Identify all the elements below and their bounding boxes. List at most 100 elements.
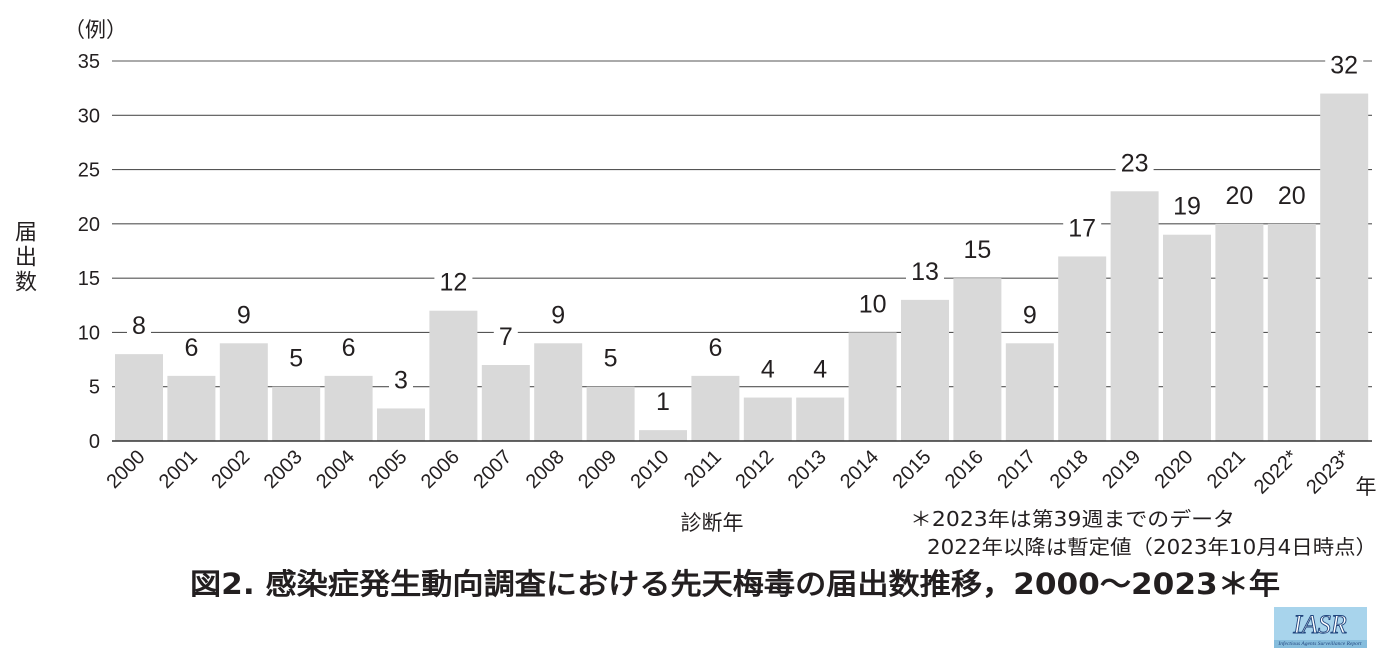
bar-2018 bbox=[1058, 256, 1107, 441]
x-tick-label-2019: 2019 bbox=[1098, 446, 1145, 493]
value-label-background-2013 bbox=[808, 355, 833, 384]
y-tick-label-5: 5 bbox=[89, 377, 100, 399]
value-label-2019: 23 bbox=[1121, 149, 1149, 177]
bar-2017 bbox=[1005, 343, 1054, 441]
x-tick-label-2015: 2015 bbox=[889, 446, 936, 493]
value-label-2012: 4 bbox=[761, 356, 775, 384]
bar-2004 bbox=[324, 375, 373, 441]
value-label-background-2000 bbox=[127, 312, 151, 341]
x-tick-label-2014: 2014 bbox=[836, 446, 883, 493]
value-label-background-2003 bbox=[284, 344, 309, 373]
value-label-2000: 8 bbox=[132, 312, 146, 340]
bar-2013 bbox=[796, 397, 845, 441]
bar-2006 bbox=[429, 310, 478, 441]
x-tick-label-2017: 2017 bbox=[993, 446, 1040, 493]
value-label-2001: 6 bbox=[184, 334, 198, 362]
y-unit-label: （例） bbox=[64, 18, 127, 42]
value-label-2021: 20 bbox=[1225, 182, 1253, 210]
x-tick-label-2020: 2020 bbox=[1151, 446, 1198, 493]
y-tick-label-30: 30 bbox=[78, 105, 100, 127]
bar-2021 bbox=[1215, 223, 1264, 441]
x-tick-label-2009: 2009 bbox=[574, 446, 621, 493]
value-label-background-2005 bbox=[389, 366, 413, 395]
y-tick-label-10: 10 bbox=[78, 322, 100, 344]
note-line-2: 2022年以降は暫定値（2023年10月4日時点） bbox=[927, 535, 1377, 559]
value-label-2011: 6 bbox=[708, 334, 722, 362]
value-label-background-2001 bbox=[179, 333, 204, 362]
value-label-background-2014 bbox=[853, 290, 892, 319]
bar-2010 bbox=[639, 430, 687, 441]
bar-2008 bbox=[534, 343, 583, 441]
logo-text: IASR bbox=[1292, 610, 1347, 639]
value-label-background-2015 bbox=[906, 257, 944, 286]
bar-2003 bbox=[272, 386, 321, 441]
value-label-background-2012 bbox=[755, 355, 780, 384]
x-tick-label-2007: 2007 bbox=[469, 446, 516, 493]
bar-2005 bbox=[377, 408, 425, 441]
value-label-2005: 3 bbox=[394, 366, 408, 394]
value-label-background-2009 bbox=[598, 344, 623, 373]
bar-2009 bbox=[586, 386, 635, 441]
gridline-layer bbox=[112, 60, 1372, 388]
bar-2019 bbox=[1110, 191, 1159, 441]
value-label-2023: 32 bbox=[1330, 52, 1358, 80]
value-label-2015: 13 bbox=[911, 258, 939, 286]
bar-2001 bbox=[167, 375, 216, 441]
value-label-background-2023 bbox=[1325, 51, 1364, 80]
logo-stripe bbox=[1274, 640, 1367, 648]
value-label-background-2010 bbox=[651, 388, 675, 417]
value-label-2014: 10 bbox=[859, 290, 887, 318]
x-tick-label-2008: 2008 bbox=[522, 446, 569, 493]
y-tick-label-25: 25 bbox=[78, 160, 100, 182]
y-tick-label-15: 15 bbox=[78, 268, 100, 290]
x-tick-label-2000: 2000 bbox=[103, 446, 150, 493]
value-label-2018: 17 bbox=[1068, 214, 1096, 242]
x-tick-label-2013: 2013 bbox=[784, 446, 831, 493]
y-axis-title: 届出数 bbox=[11, 220, 36, 295]
bar-2020 bbox=[1163, 234, 1211, 441]
x-tick-label-2001: 2001 bbox=[155, 446, 202, 493]
logo-subtitle: Infectious Agents Surveillance Report bbox=[1277, 640, 1362, 647]
x-tick-label-2023: 2023* bbox=[1302, 446, 1355, 499]
value-label-2009: 5 bbox=[604, 345, 618, 373]
iasr-logo: IASR Infectious Agents Surveillance Repo… bbox=[1274, 607, 1367, 648]
x-tick-label-2022: 2022* bbox=[1250, 446, 1303, 499]
x-tick-label-2011: 2011 bbox=[680, 446, 726, 492]
value-label-background-2017 bbox=[1017, 301, 1042, 330]
x-tick-label-2021: 2021 bbox=[1203, 446, 1250, 493]
x-tick-label-2002: 2002 bbox=[207, 446, 254, 493]
value-label-2016: 15 bbox=[963, 236, 991, 264]
x-tick-label-2004: 2004 bbox=[312, 446, 359, 493]
value-label-2013: 4 bbox=[813, 356, 827, 384]
value-label-2022: 20 bbox=[1278, 182, 1306, 210]
value-label-background-2006 bbox=[434, 268, 473, 297]
x-tick-label-2006: 2006 bbox=[417, 446, 464, 493]
bar-2012 bbox=[743, 397, 792, 441]
x-tick-label-2010: 2010 bbox=[627, 446, 674, 493]
x-tick-label-2012: 2012 bbox=[731, 446, 778, 493]
bar-2015 bbox=[901, 299, 949, 441]
bar-2000 bbox=[115, 354, 163, 441]
value-label-background-2022 bbox=[1272, 181, 1311, 210]
y-tick-label-20: 20 bbox=[78, 214, 100, 236]
value-label-2006: 12 bbox=[439, 269, 467, 297]
value-label-background-2008 bbox=[546, 301, 571, 330]
value-label-2020: 19 bbox=[1173, 193, 1201, 221]
value-label-background-2021 bbox=[1220, 181, 1259, 210]
value-label-2002: 9 bbox=[237, 301, 251, 329]
x-unit-suffix: 年 bbox=[1356, 475, 1377, 499]
value-label-background-2016 bbox=[958, 236, 997, 265]
y-tick-label-35: 35 bbox=[78, 51, 100, 73]
x-axis-title: 診断年 bbox=[681, 511, 744, 535]
bar-2002 bbox=[219, 343, 268, 441]
x-tick-label-2005: 2005 bbox=[365, 446, 412, 493]
value-label-background-2002 bbox=[231, 301, 256, 330]
value-label-background-2004 bbox=[336, 333, 361, 362]
bar-layer bbox=[112, 93, 1372, 442]
value-label-background-2011 bbox=[703, 333, 728, 362]
value-label-background-2019 bbox=[1115, 149, 1154, 178]
bar-2011 bbox=[691, 375, 740, 441]
value-label-2004: 6 bbox=[342, 334, 356, 362]
